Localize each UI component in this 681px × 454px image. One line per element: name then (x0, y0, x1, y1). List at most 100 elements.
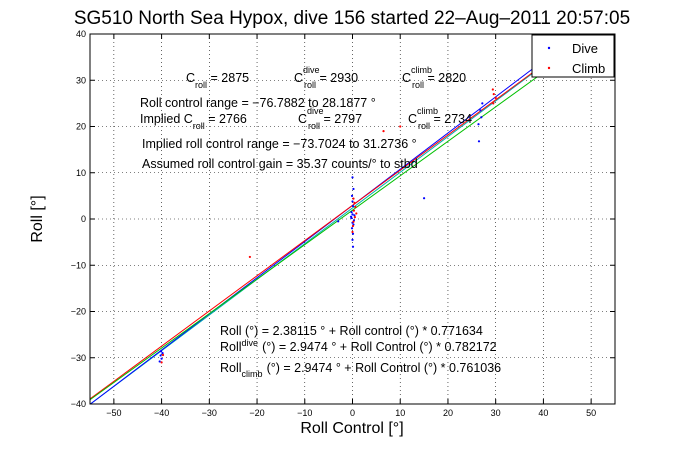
x-tick-label: 10 (395, 408, 405, 418)
fit-equation-climb: Rollclimb (°) = 2.9474 ° + Roll Control (… (220, 361, 501, 379)
y-tick-label: 10 (76, 168, 86, 178)
climb-point (352, 220, 355, 223)
dive-point (480, 116, 483, 119)
data-points (158, 88, 497, 364)
c-roll-value: = 2875 (207, 71, 249, 85)
c-roll-climb-value: = 2820 (424, 71, 466, 85)
dive-point (337, 220, 340, 223)
c-roll-dive-sub: roll (304, 80, 316, 90)
legend-climb-label: Climb (572, 61, 605, 76)
fit-lines (89, 33, 597, 405)
legend-dive-marker (547, 46, 551, 50)
x-tick-label: −30 (202, 408, 217, 418)
implied-c-dive-main: C (298, 112, 307, 126)
x-axis-label: Roll Control [°] (300, 420, 403, 437)
implied-c-dive: Cdive roll = 2797 (298, 106, 362, 131)
c-roll-dive-main: C (294, 71, 303, 85)
c-roll-climb-sub: roll (412, 80, 424, 90)
dive-point (350, 210, 353, 214)
dive-point (158, 360, 161, 363)
dive-point (352, 187, 355, 191)
x-tick-label: −50 (106, 408, 121, 418)
dive-point (350, 227, 354, 230)
y-tick-label: −30 (71, 353, 86, 363)
dive-point (351, 176, 354, 179)
climb-point (399, 125, 402, 128)
y-tick-label: 20 (76, 122, 86, 132)
implied-c-roll: Implied Croll = 2766 (140, 112, 247, 131)
climb-point (351, 224, 355, 228)
climb-point (352, 197, 355, 200)
y-axis-label: Roll [°] (29, 195, 46, 242)
implied-c-lead: Implied C (140, 112, 193, 126)
climb-point (353, 216, 356, 219)
fit-climb-lead: Roll (220, 361, 242, 375)
dive-point (161, 352, 164, 355)
dive-point (350, 216, 353, 220)
x-tick-label: −20 (249, 408, 264, 418)
dive-point (351, 245, 355, 248)
implied-c-dive-sup: dive (307, 106, 324, 116)
roll-range-line: Roll control range = −76.7882 to 28.1877… (140, 96, 376, 110)
fit-dive-sub: dive (242, 338, 259, 348)
climb-point (355, 212, 358, 215)
dive-point (160, 357, 163, 360)
c-roll-climb: Cclimb roll = 2820 (402, 65, 466, 90)
climb-point (492, 93, 495, 96)
fit-equation-dive: Rolldive (°) = 2.9474 ° + Roll Control (°… (220, 338, 497, 354)
legend-climb-marker (547, 66, 551, 70)
implied-c-climb-main: C (408, 112, 417, 126)
dive-point (351, 200, 354, 203)
annotations: Croll = 2875 Cdive roll = 2930 Cclimb roll… (140, 65, 501, 379)
climb-point (352, 209, 356, 212)
dive-point (351, 232, 355, 235)
climb-point (248, 255, 251, 259)
c-roll-climb-sup: climb (411, 65, 432, 75)
dive-point (481, 102, 484, 105)
fit-line (89, 33, 597, 401)
x-tick-label: −10 (297, 408, 312, 418)
c-roll-main: C (186, 71, 195, 85)
implied-c-climb-sub: roll (418, 121, 430, 131)
climb-point (491, 88, 494, 91)
implied-range-line: Implied roll control range = −73.7024 to… (142, 137, 417, 151)
legend-dive-label: Dive (572, 41, 598, 56)
x-tick-label: 30 (491, 408, 501, 418)
dive-point (353, 214, 356, 217)
dive-point (479, 109, 482, 112)
x-tick-label: −40 (154, 408, 169, 418)
fit-line (90, 33, 586, 405)
chart-title: SG510 North Sea Hypox, dive 156 started … (74, 8, 630, 29)
c-roll-dive-sup: dive (303, 65, 320, 75)
y-tick-label: 40 (76, 29, 86, 39)
dive-point (160, 350, 163, 353)
legend-box (531, 34, 615, 78)
climb-point (161, 353, 165, 357)
implied-c-sub: roll (193, 121, 205, 131)
implied-c-climb-sup: climb (417, 106, 438, 116)
dive-point (477, 140, 481, 143)
x-tick-label: 40 (538, 408, 548, 418)
implied-c-dive-sub: roll (308, 121, 320, 131)
x-tick-label: 50 (586, 408, 596, 418)
climb-point (351, 230, 354, 234)
y-tick-label: −20 (71, 307, 86, 317)
gain-line: Assumed roll control gain = 35.37 counts… (142, 157, 418, 171)
dive-point (351, 213, 354, 216)
y-tick-label: −10 (71, 260, 86, 270)
c-roll-dive-value: = 2930 (316, 71, 358, 85)
implied-c-value: = 2766 (205, 112, 247, 126)
implied-c-dive-value: = 2797 (320, 112, 362, 126)
c-roll-climb-main: C (402, 71, 411, 85)
climb-point (382, 130, 385, 133)
fit-dive-lead: Roll (220, 340, 242, 354)
c-roll-sub: roll (195, 80, 207, 90)
implied-c-climb: Cclimb roll = 2734 (408, 106, 472, 131)
fit-equation-all: Roll (°) = 2.38115 ° + Roll control (°) … (220, 324, 483, 338)
climb-point (354, 205, 357, 209)
fit-climb-sub: climb (242, 369, 263, 379)
x-tick-label: 0 (350, 408, 355, 418)
dive-point (351, 238, 354, 241)
dive-point (350, 194, 354, 197)
